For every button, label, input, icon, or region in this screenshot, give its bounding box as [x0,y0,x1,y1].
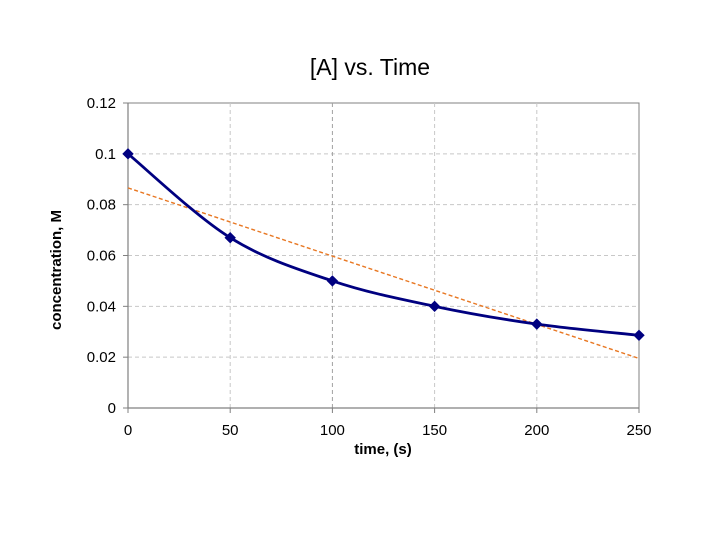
x-tick-label: 150 [422,422,447,439]
y-axis-label: concentration, M [48,210,65,330]
data-point [224,232,236,244]
y-tick-label: 0 [108,400,116,417]
x-tick-label: 0 [124,422,132,439]
data-point [428,300,441,313]
series [122,148,645,360]
data-point [122,148,134,160]
trendline [127,187,640,360]
x-axis-label: time, (s) [354,441,412,458]
x-tick-label: 100 [320,422,345,439]
data-point [531,318,543,330]
y-tick-label: 0.06 [87,248,116,265]
tick-labels: 0 0.02 0.04 0.06 0.08 0.1 0.12 0 50 100 150 200 250 [87,95,652,439]
y-tick-label: 0.04 [87,298,116,315]
x-tick-label: 50 [222,422,239,439]
y-tick-label: 0.1 [95,146,116,163]
data-point [633,329,645,342]
data-point [326,275,339,287]
chart-title: [A] vs. Time [310,54,430,80]
grid [128,103,639,408]
x-tick-label: 200 [524,422,549,439]
y-tick-label: 0.12 [87,95,116,112]
y-tick-label: 0.08 [87,197,116,214]
y-tick-label: 0.02 [87,349,116,366]
data-line [127,152,640,337]
x-tick-label: 250 [626,422,651,439]
